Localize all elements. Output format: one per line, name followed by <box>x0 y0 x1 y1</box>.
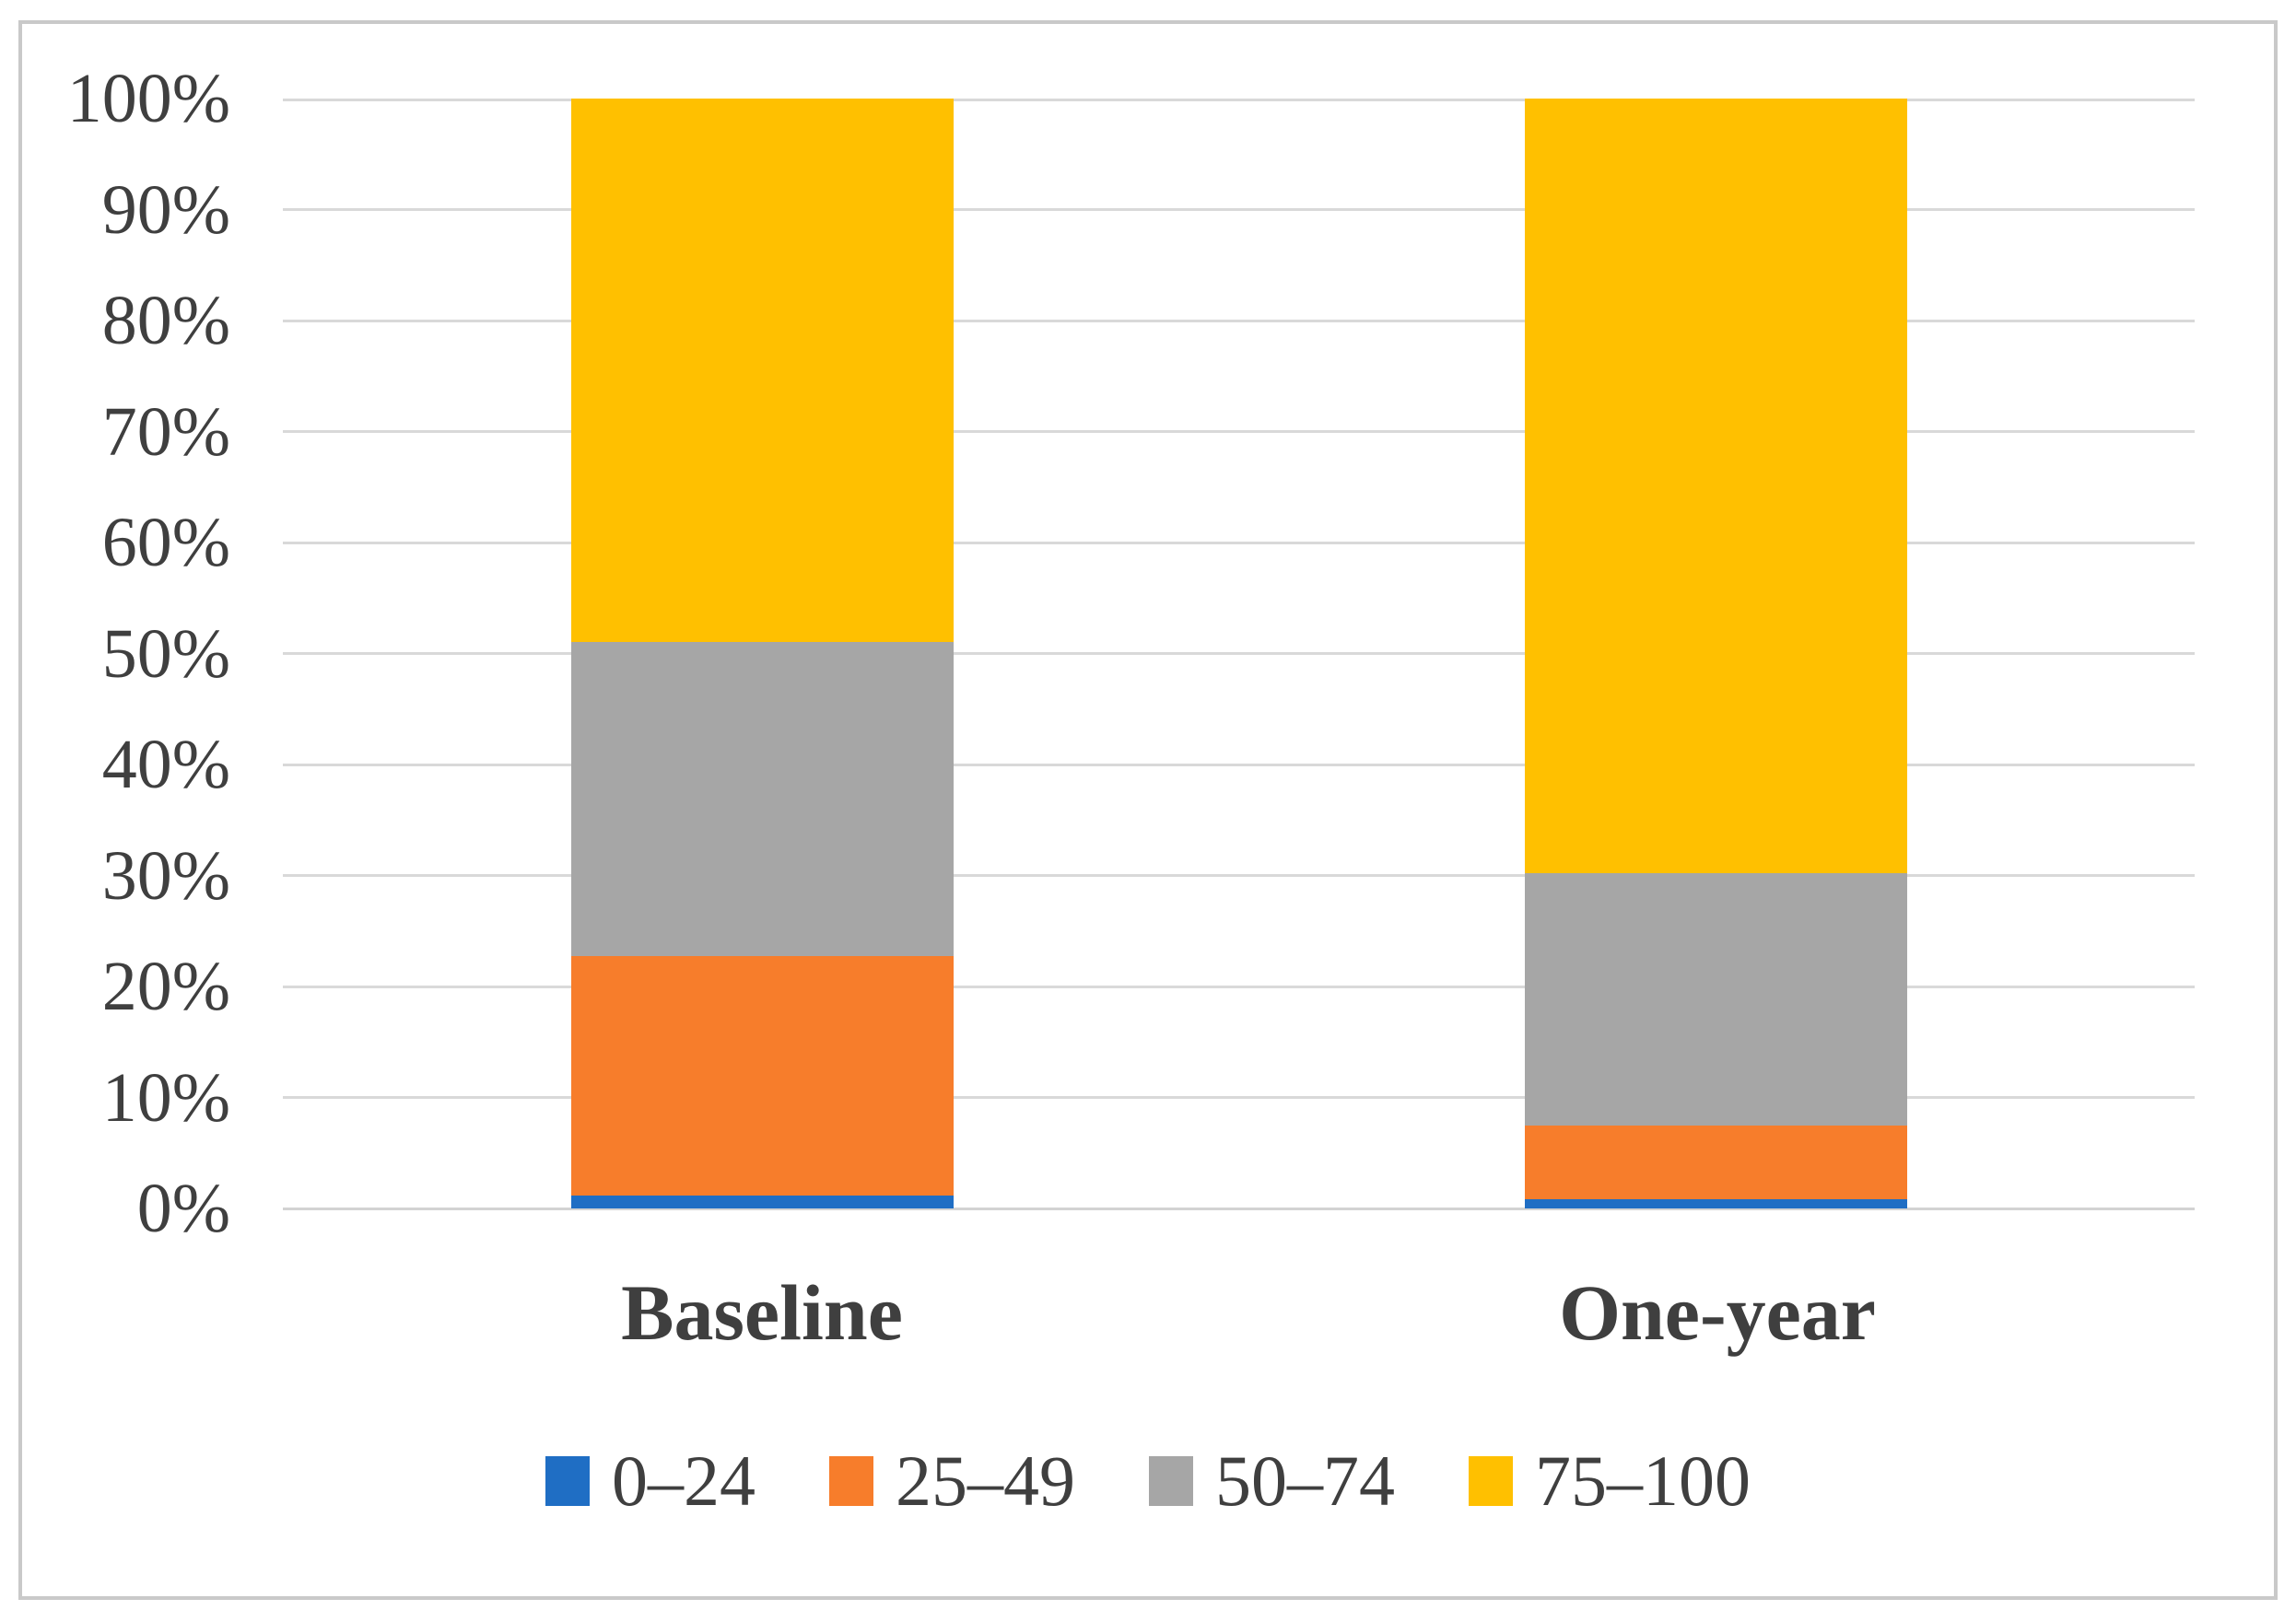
gridline <box>283 1096 2195 1099</box>
gridline <box>283 99 2195 101</box>
legend: 0–24 25–49 50–74 75–100 <box>18 1442 2278 1520</box>
legend-label: 25–49 <box>896 1441 1075 1521</box>
gridline <box>283 542 2195 544</box>
gridline <box>283 986 2195 988</box>
y-tick-label: 90% <box>101 171 230 249</box>
y-tick-label: 70% <box>101 393 230 471</box>
gridline <box>283 652 2195 655</box>
legend-item: 50–74 <box>1149 1445 1395 1517</box>
legend-item: 0–24 <box>545 1445 756 1517</box>
x-axis-baseline <box>283 1208 2195 1210</box>
y-tick-label: 100% <box>66 60 230 137</box>
y-tick-label: 50% <box>101 615 230 693</box>
y-tick-label: 80% <box>101 282 230 359</box>
bar-segment-50-74 <box>571 642 954 957</box>
legend-swatch-75-100 <box>1469 1456 1513 1506</box>
y-tick-label: 40% <box>101 726 230 803</box>
legend-item: 75–100 <box>1469 1445 1751 1517</box>
gridline <box>283 764 2195 766</box>
legend-swatch-0-24 <box>545 1456 590 1506</box>
legend-swatch-50-74 <box>1149 1456 1193 1506</box>
gridline <box>283 320 2195 322</box>
plot-area <box>283 98 2195 1210</box>
y-tick-label: 0% <box>136 1170 230 1247</box>
y-axis: 0% 10% 20% 30% 40% 50% 60% 70% 80% 90% 100% <box>0 0 230 1622</box>
bar-segment-25-49 <box>1525 1125 1907 1200</box>
bar-one-year <box>1525 99 1907 1208</box>
y-tick-label: 10% <box>101 1059 230 1137</box>
legend-item: 25–49 <box>829 1445 1075 1517</box>
bar-segment-50-74 <box>1525 873 1907 1126</box>
bar-baseline <box>571 98 954 1208</box>
y-tick-label: 30% <box>101 837 230 915</box>
gridline <box>283 874 2195 877</box>
gridline <box>283 430 2195 433</box>
legend-swatch-25-49 <box>829 1456 873 1506</box>
gridline <box>283 208 2195 211</box>
bar-segment-0-24 <box>571 1195 954 1208</box>
legend-label: 0–24 <box>612 1441 756 1521</box>
y-tick-label: 20% <box>101 948 230 1025</box>
bar-segment-25-49 <box>571 956 954 1196</box>
bar-segment-75-100 <box>571 98 954 643</box>
x-axis-label-one-year: One-year <box>1559 1268 1876 1357</box>
legend-label: 50–74 <box>1215 1441 1395 1521</box>
legend-label: 75–100 <box>1535 1441 1751 1521</box>
y-tick-label: 60% <box>101 504 230 581</box>
x-axis-label-baseline: Baseline <box>621 1268 903 1357</box>
bar-segment-0-24 <box>1525 1199 1907 1208</box>
bar-segment-75-100 <box>1525 99 1907 874</box>
